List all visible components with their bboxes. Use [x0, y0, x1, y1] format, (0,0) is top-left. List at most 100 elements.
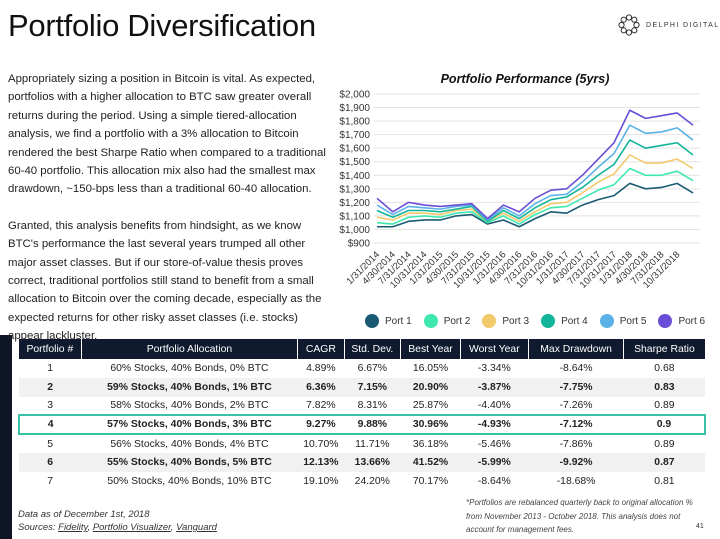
series-line-port-2: [376, 167, 694, 225]
delphi-logo: DELPHI DIGITAL: [618, 14, 720, 36]
table-cell: 0.81: [654, 475, 675, 487]
legend-item: Port 4: [541, 314, 588, 328]
legend-label: Port 4: [561, 315, 588, 327]
table-cell: -7.75%: [528, 377, 624, 397]
y-tick-label: $900: [348, 239, 371, 250]
table-cell: -8.64%: [559, 362, 593, 374]
legend-item: Port 5: [599, 314, 647, 328]
y-tick-label: $2,000: [339, 90, 370, 101]
sources-label: Sources:: [18, 522, 59, 533]
table-cell: -18.68%: [556, 475, 596, 487]
table-cell: 5: [47, 438, 53, 450]
y-tick-label: $1,900: [339, 103, 370, 114]
table-cell: -7.26%: [559, 399, 593, 411]
table-cell: 4: [17, 414, 82, 436]
footnote: *Portfolios are rebalanced quarterly bac…: [466, 498, 693, 534]
y-tick-label: $1,800: [339, 117, 370, 128]
source-link-fidelity[interactable]: Fidelity: [58, 522, 88, 533]
legend-label: Port 2: [443, 315, 471, 327]
table-cell: 3: [47, 399, 53, 411]
table-cell: 13.66%: [344, 452, 401, 472]
table-cell: 0.89: [654, 438, 675, 450]
table-cell: 12.13%: [297, 452, 345, 472]
page-title: Portfolio Diversification: [8, 8, 316, 43]
y-tick-label: $1,200: [339, 198, 370, 209]
table-cell: 59% Stocks, 40% Bonds, 1% BTC: [81, 377, 298, 397]
column-header: Worst Year: [460, 339, 529, 359]
paragraph-2: Granted, this analysis benefits from hin…: [8, 219, 322, 343]
paragraph-1: Appropriately sizing a position in Bitco…: [8, 73, 326, 196]
table-cell: -3.34%: [477, 362, 511, 374]
series-line-port-3: [376, 154, 694, 223]
table-cell: 30.96%: [400, 414, 461, 436]
table-row: 6 55% Stocks, 40% Bonds, 5% BTC 12.13% 13.6…: [19, 452, 705, 472]
table-cell: 4.89%: [306, 362, 336, 374]
table-cell: 57% Stocks, 40% Bonds, 3% BTC: [81, 414, 298, 436]
table-cell: 0.87: [623, 452, 705, 472]
table-cell: -8.64%: [477, 475, 511, 487]
table-row: 7 50% Stocks, 40% Bonds, 10% BTC 19.10% 24.…: [19, 472, 705, 491]
table-cell: 56% Stocks, 40% Bonds, 4% BTC: [110, 438, 269, 450]
legend-item: Port 6: [658, 314, 705, 328]
table-row: 2 59% Stocks, 40% Bonds, 1% BTC 6.36% 7.15%…: [19, 377, 705, 397]
legend-swatch: [365, 314, 379, 328]
source-link-portfolio-visualizer[interactable]: Portfolio Visualizer: [92, 522, 171, 533]
table-cell: 50% Stocks, 40% Bonds, 10% BTC: [107, 475, 272, 487]
series-line-port-4: [376, 139, 694, 223]
table-cell: 19.10%: [303, 475, 339, 487]
legend-swatch: [423, 314, 438, 328]
legend-swatch: [541, 314, 556, 328]
table-cell: 0.89: [654, 399, 675, 411]
column-header: Std. Dev.: [344, 339, 402, 359]
table-cell: 20.90%: [400, 377, 461, 397]
table-cell: 1: [47, 362, 53, 374]
table-cell: 2: [19, 377, 82, 397]
legend-swatch: [658, 314, 673, 328]
table-cell: 55% Stocks, 40% Bonds, 5% BTC: [81, 452, 298, 472]
table-cell: 60% Stocks, 40% Bonds, 0% BTC: [110, 362, 269, 374]
legend-label: Port 1: [385, 315, 412, 327]
source-link-vanguard[interactable]: Vanguard: [176, 522, 217, 533]
table-cell: 9.27%: [297, 414, 345, 436]
column-header: CAGR: [297, 339, 345, 359]
legend-item: Port 3: [482, 314, 529, 328]
data-as-of: Data as of December 1st, 2018: [18, 509, 150, 520]
table-cell: 36.18%: [412, 438, 449, 450]
page-number: 41: [696, 523, 704, 530]
table-cell: 0.83: [623, 377, 705, 397]
table-cell: -7.86%: [559, 438, 593, 450]
column-header: Sharpe Ratio: [623, 339, 706, 359]
table-cell: 25.87%: [412, 399, 449, 411]
y-tick-label: $1,500: [339, 157, 370, 168]
y-tick-label: $1,400: [339, 171, 370, 182]
y-tick-label: $1,600: [339, 144, 370, 155]
table-cell: 7.82%: [306, 399, 336, 411]
table-cell: -7.12%: [528, 414, 624, 436]
table-cell: -4.93%: [460, 414, 529, 436]
table-cell: -5.99%: [460, 452, 529, 472]
chart-legend: Port 1 Port 2 Port 3 Port 4 Port 5 Port 6: [365, 314, 705, 328]
column-header: Best Year: [400, 339, 461, 359]
table-cell: 8.31%: [357, 399, 388, 411]
table-cell: 9.88%: [344, 414, 401, 436]
column-header: Max Drawdown: [528, 339, 625, 359]
table-cell: 6.67%: [357, 362, 388, 374]
table-row: 5 56% Stocks, 40% Bonds, 4% BTC 10.70% 11.7…: [19, 434, 705, 453]
table-cell: 7: [47, 475, 53, 487]
y-tick-label: $1,100: [339, 211, 370, 222]
performance-chart: $2,000 $1,900 $1,800 $1,700 $1,600 $1,500 $1,4…: [339, 90, 700, 291]
legend-swatch: [599, 314, 614, 328]
table-cell: 6: [19, 452, 82, 472]
series-line-port-1: [377, 182, 694, 228]
legend-label: Port 5: [619, 315, 647, 327]
table-cell: 10.70%: [303, 438, 339, 450]
table-cell: 7.15%: [344, 377, 401, 397]
column-header: Portfolio #: [19, 339, 82, 359]
legend-label: Port 6: [678, 315, 706, 327]
table-header-row: Portfolio # Portfolio Allocation CAGR Std. …: [19, 339, 706, 359]
table-cell: -4.40%: [477, 399, 511, 411]
table-row: 1 60% Stocks, 40% Bonds, 0% BTC 4.89% 6.67%…: [19, 359, 705, 378]
chart-title: Portfolio Performance (5yrs): [440, 72, 610, 86]
y-tick-label: $1,300: [339, 184, 370, 195]
table-cell: 24.20%: [354, 475, 390, 487]
